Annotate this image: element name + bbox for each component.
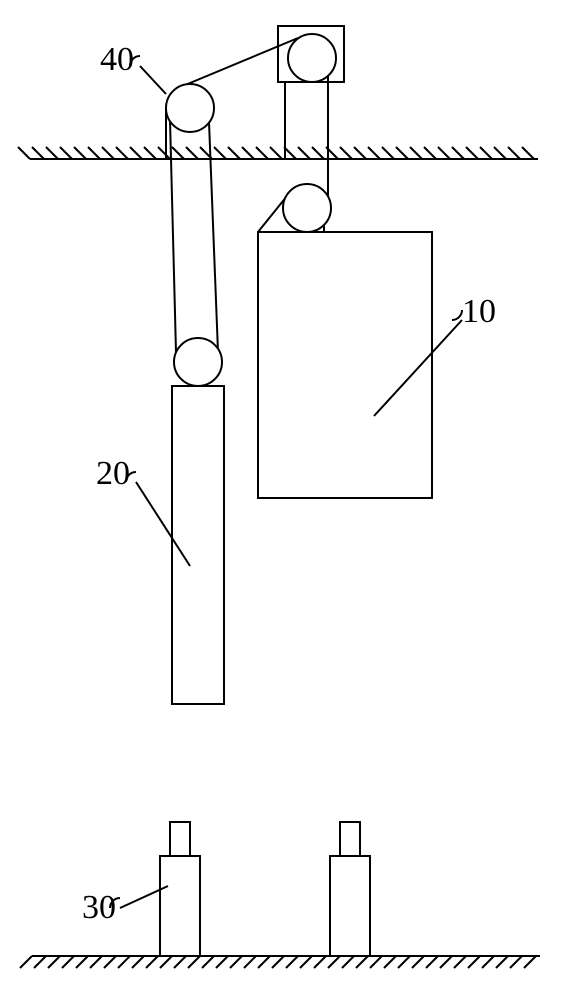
counterweight-pulley (174, 338, 222, 386)
buffer-left-30 (160, 822, 200, 956)
ground-line (18, 147, 538, 159)
elevator-car-10 (258, 232, 432, 498)
label-10: 10 (462, 293, 496, 330)
label-40: 40 (100, 41, 134, 78)
buffer-right (330, 822, 370, 956)
car-top-pulley (283, 184, 331, 232)
label-30: 30 (82, 889, 116, 926)
counterweight-20 (172, 386, 224, 704)
traction-sheave (288, 34, 336, 82)
label-20: 20 (96, 455, 130, 492)
pit-floor-line (20, 956, 540, 968)
elevator-diagram: 40 10 20 30 (0, 0, 581, 1000)
deflector-pulley-40 (166, 84, 214, 132)
